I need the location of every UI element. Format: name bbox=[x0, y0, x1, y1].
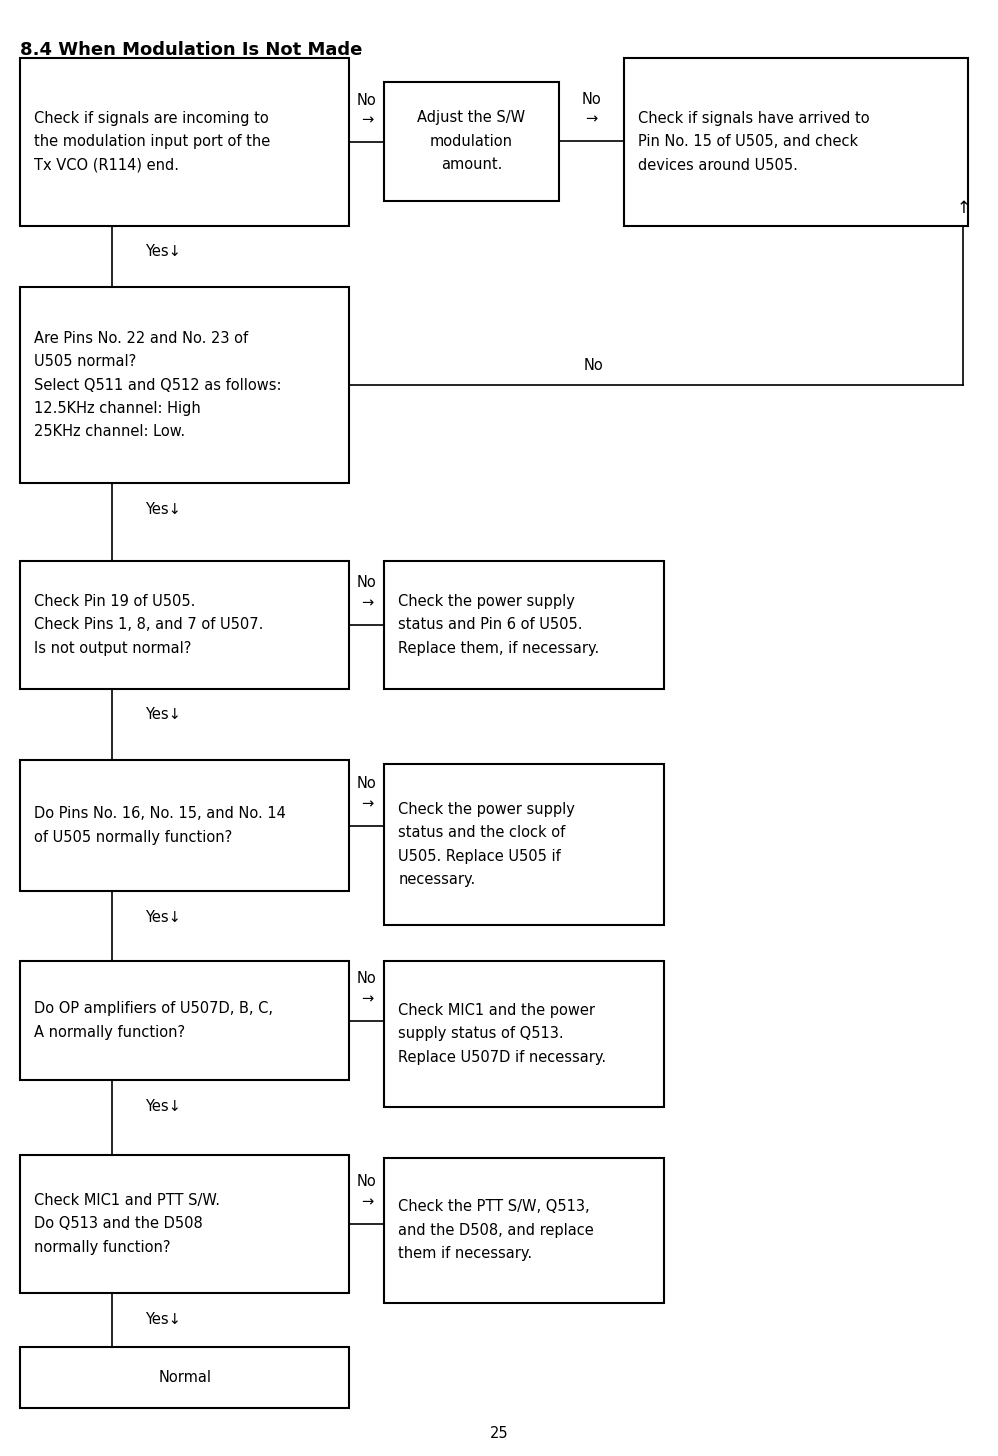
FancyBboxPatch shape bbox=[20, 1155, 349, 1293]
Text: Do OP amplifiers of U507D, B, C,
A normally function?: Do OP amplifiers of U507D, B, C, A norma… bbox=[34, 1002, 272, 1040]
Text: ↑: ↑ bbox=[956, 199, 970, 217]
FancyBboxPatch shape bbox=[384, 82, 559, 201]
Text: Normal: Normal bbox=[158, 1370, 212, 1385]
Text: Do Pins No. 16, No. 15, and No. 14
of U505 normally function?: Do Pins No. 16, No. 15, and No. 14 of U5… bbox=[34, 807, 285, 844]
Text: 25: 25 bbox=[490, 1427, 508, 1441]
Text: Check if signals are incoming to
the modulation input port of the
Tx VCO (R114) : Check if signals are incoming to the mod… bbox=[34, 111, 270, 173]
Text: Yes↓: Yes↓ bbox=[145, 502, 181, 517]
Text: No
→: No → bbox=[357, 575, 376, 610]
Text: 8.4 When Modulation Is Not Made: 8.4 When Modulation Is Not Made bbox=[20, 41, 362, 58]
Text: No
→: No → bbox=[357, 776, 376, 811]
Text: Check the PTT S/W, Q513,
and the D508, and replace
them if necessary.: Check the PTT S/W, Q513, and the D508, a… bbox=[398, 1200, 594, 1261]
FancyBboxPatch shape bbox=[384, 1158, 664, 1303]
Text: Check the power supply
status and the clock of
U505. Replace U505 if
necessary.: Check the power supply status and the cl… bbox=[398, 802, 575, 887]
FancyBboxPatch shape bbox=[20, 1347, 349, 1408]
Text: No
→: No → bbox=[582, 92, 601, 127]
Text: Check MIC1 and the power
supply status of Q513.
Replace U507D if necessary.: Check MIC1 and the power supply status o… bbox=[398, 1003, 607, 1064]
Text: Yes↓: Yes↓ bbox=[145, 708, 181, 722]
FancyBboxPatch shape bbox=[384, 961, 664, 1107]
Text: Check if signals have arrived to
Pin No. 15 of U505, and check
devices around U5: Check if signals have arrived to Pin No.… bbox=[638, 111, 869, 173]
Text: No: No bbox=[584, 358, 603, 373]
FancyBboxPatch shape bbox=[20, 58, 349, 226]
Text: Yes↓: Yes↓ bbox=[145, 1312, 181, 1326]
Text: Yes↓: Yes↓ bbox=[145, 910, 181, 925]
Text: Yes↓: Yes↓ bbox=[145, 1099, 181, 1114]
Text: Adjust the S/W
modulation
amount.: Adjust the S/W modulation amount. bbox=[417, 111, 526, 172]
FancyBboxPatch shape bbox=[624, 58, 968, 226]
FancyBboxPatch shape bbox=[20, 760, 349, 891]
Text: No
→: No → bbox=[357, 93, 376, 128]
FancyBboxPatch shape bbox=[20, 287, 349, 483]
Text: No
→: No → bbox=[357, 1175, 376, 1208]
FancyBboxPatch shape bbox=[384, 561, 664, 689]
FancyBboxPatch shape bbox=[20, 561, 349, 689]
Text: Check the power supply
status and Pin 6 of U505.
Replace them, if necessary.: Check the power supply status and Pin 6 … bbox=[398, 594, 600, 655]
FancyBboxPatch shape bbox=[20, 961, 349, 1080]
Text: Yes↓: Yes↓ bbox=[145, 245, 181, 259]
Text: Check Pin 19 of U505.
Check Pins 1, 8, and 7 of U507.
Is not output normal?: Check Pin 19 of U505. Check Pins 1, 8, a… bbox=[34, 594, 263, 655]
FancyBboxPatch shape bbox=[384, 764, 664, 925]
Text: Check MIC1 and PTT S/W.
Do Q513 and the D508
normally function?: Check MIC1 and PTT S/W. Do Q513 and the … bbox=[34, 1192, 220, 1255]
Text: Are Pins No. 22 and No. 23 of
U505 normal?
Select Q511 and Q512 as follows:
12.5: Are Pins No. 22 and No. 23 of U505 norma… bbox=[34, 331, 281, 440]
Text: No
→: No → bbox=[357, 971, 376, 1006]
